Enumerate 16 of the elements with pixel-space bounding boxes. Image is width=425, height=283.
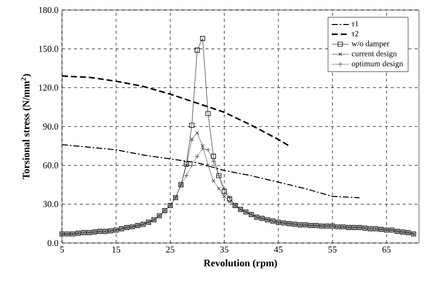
y-tick-label: 30.0 [43,201,58,208]
x-tick-label: 45 [274,246,282,253]
x-tick-label: 15 [112,246,120,253]
x-tick-label: 65 [382,246,391,253]
y-tick-label: 120.0 [39,84,58,91]
y-tick-label: 180.0 [39,6,58,14]
x-tick-label: 5 [60,246,64,252]
x-tick-label: 25 [166,246,174,253]
y-tick-label: 90.0 [43,123,58,130]
x-tick-label: 35 [220,246,228,253]
x-tick-label: 55 [328,246,337,252]
y-axis-title: Torsional stress (N/mm$^{2}$) [21,74,32,180]
y-tick-label: 150.0 [39,46,58,52]
y-tick-label: 0.0 [48,240,58,246]
x-axis-title: Revolution (rpm) [204,259,277,268]
y-tick-label: 60.0 [43,162,58,168]
